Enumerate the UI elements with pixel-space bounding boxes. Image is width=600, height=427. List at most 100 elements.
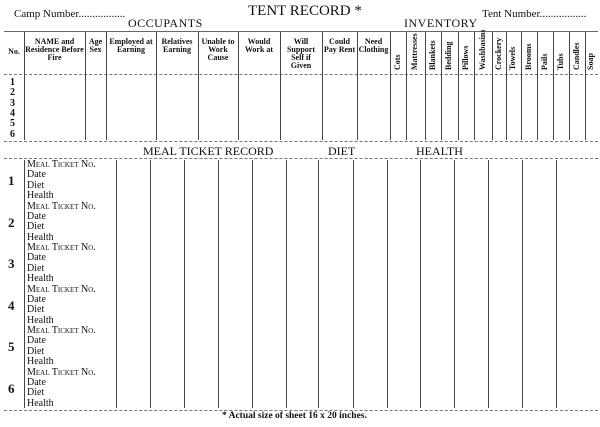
column-divider — [488, 160, 489, 408]
record-number: 4 — [8, 297, 15, 313]
column-header: Tubs — [555, 53, 565, 70]
inventory-heading: INVENTORY — [404, 16, 478, 30]
meal-record-line: Date — [27, 169, 46, 181]
meal-record-line: Meal Ticket No. — [27, 325, 96, 336]
column-divider — [198, 32, 199, 140]
meal-record-line: Date — [27, 293, 46, 305]
meal-record-line: Diet — [27, 221, 45, 233]
column-header: No. — [8, 47, 20, 56]
record-number: 2 — [8, 214, 15, 230]
meal-record-group: Meal Ticket No. Date Diet Health — [27, 366, 96, 410]
row-number: 3 — [10, 97, 15, 109]
rule — [4, 141, 598, 142]
row-number: 1 — [10, 77, 15, 88]
column-divider — [390, 32, 391, 140]
footnote: * Actual size of sheet 16 x 20 inches. — [222, 411, 367, 421]
column-divider — [318, 160, 319, 408]
column-header: Crockery — [493, 37, 503, 70]
column-divider — [24, 32, 25, 140]
rule — [4, 410, 598, 411]
column-divider — [85, 32, 86, 140]
column-divider — [521, 32, 522, 140]
record-number: 3 — [8, 256, 15, 271]
column-header: NAME and Residence Before Fire — [25, 37, 84, 62]
meal-record-line: Diet — [27, 179, 45, 191]
column-header: Towels — [508, 46, 517, 70]
diet-heading: DIET — [328, 144, 356, 158]
column-divider — [492, 32, 493, 140]
meal-record-line: Date — [27, 376, 46, 388]
column-divider — [150, 160, 151, 408]
column-divider — [184, 160, 185, 408]
column-header: Mattresses — [410, 33, 419, 70]
column-divider — [522, 160, 523, 408]
meal-record-line: Meal Ticket No. — [27, 159, 96, 170]
column-header: Will Support Self if Given — [286, 37, 315, 70]
column-divider — [420, 160, 421, 408]
column-divider — [280, 32, 281, 140]
record-number: 1 — [8, 173, 15, 188]
page-title: TENT RECORD * — [248, 3, 362, 19]
column-divider — [441, 32, 442, 140]
meal-record-group: Meal Ticket No. Date Diet Health — [27, 283, 96, 327]
meal-record-group: Meal Ticket No. Date Diet Health — [27, 242, 96, 285]
rule — [4, 31, 598, 32]
column-divider — [556, 160, 557, 408]
row-number: 6 — [10, 128, 15, 140]
row-number: 5 — [10, 118, 15, 130]
row-number: 2 — [10, 87, 15, 99]
column-divider — [425, 32, 426, 140]
health-heading: HEALTH — [416, 144, 463, 158]
column-divider — [286, 160, 287, 408]
column-header: Age Sex — [88, 37, 103, 54]
column-divider — [357, 32, 358, 140]
tent-number-label: Tent Number................. — [482, 8, 587, 20]
column-divider — [387, 160, 388, 408]
column-divider — [569, 32, 570, 140]
meal-record-line: Health — [27, 190, 54, 202]
column-header: Pillows — [460, 45, 470, 70]
column-divider — [106, 32, 107, 140]
meal-record-line: Meal Ticket No. — [27, 283, 96, 295]
column-header: Could Pay Rent — [323, 37, 356, 54]
record-number: 6 — [8, 380, 15, 396]
column-divider — [238, 32, 239, 140]
occupants-heading: OCCUPANTS — [128, 16, 203, 30]
row-number: 4 — [10, 107, 15, 119]
rule — [4, 158, 598, 159]
meal-record-group: Meal Ticket No. Date Diet Health — [27, 200, 96, 244]
column-divider — [322, 32, 323, 140]
meal-record-line: Health — [27, 231, 54, 243]
meal-record-line: Meal Ticket No. — [27, 242, 96, 253]
meal-record-group: Meal Ticket No. Date Diet Health — [27, 325, 96, 368]
meal-record-line: Meal Ticket No. — [27, 366, 96, 378]
column-divider — [353, 160, 354, 408]
column-header: Employed at Earning — [109, 37, 153, 54]
column-divider — [553, 32, 554, 140]
column-divider — [506, 32, 507, 140]
column-header: Washbasins — [477, 29, 487, 70]
meal-record-line: Health — [27, 273, 54, 285]
column-divider — [406, 32, 407, 140]
meal-record-line: Diet — [27, 387, 45, 399]
meal-record-line: Diet — [27, 304, 45, 316]
column-divider — [537, 32, 538, 140]
column-header: Relatives Earning — [161, 37, 193, 54]
column-header: Brooms — [523, 43, 533, 70]
column-header: Soap — [586, 53, 595, 70]
column-header: Pails — [539, 53, 549, 70]
column-divider — [24, 160, 25, 408]
record-number: 5 — [8, 339, 15, 354]
column-divider — [116, 160, 117, 408]
meal-record-group: Meal Ticket No. Date Diet Health — [27, 159, 96, 202]
column-divider — [156, 32, 157, 140]
column-divider — [252, 160, 253, 408]
meal-record-line: Health — [27, 314, 54, 326]
column-header: Would Work at — [244, 37, 274, 54]
meal-record-line: Meal Ticket No. — [27, 200, 96, 212]
rule — [4, 74, 598, 75]
meal-record-line: Health — [27, 397, 54, 409]
meal-record-line: Health — [27, 356, 54, 368]
meal-record-line: Date — [27, 252, 46, 264]
column-divider — [454, 160, 455, 408]
